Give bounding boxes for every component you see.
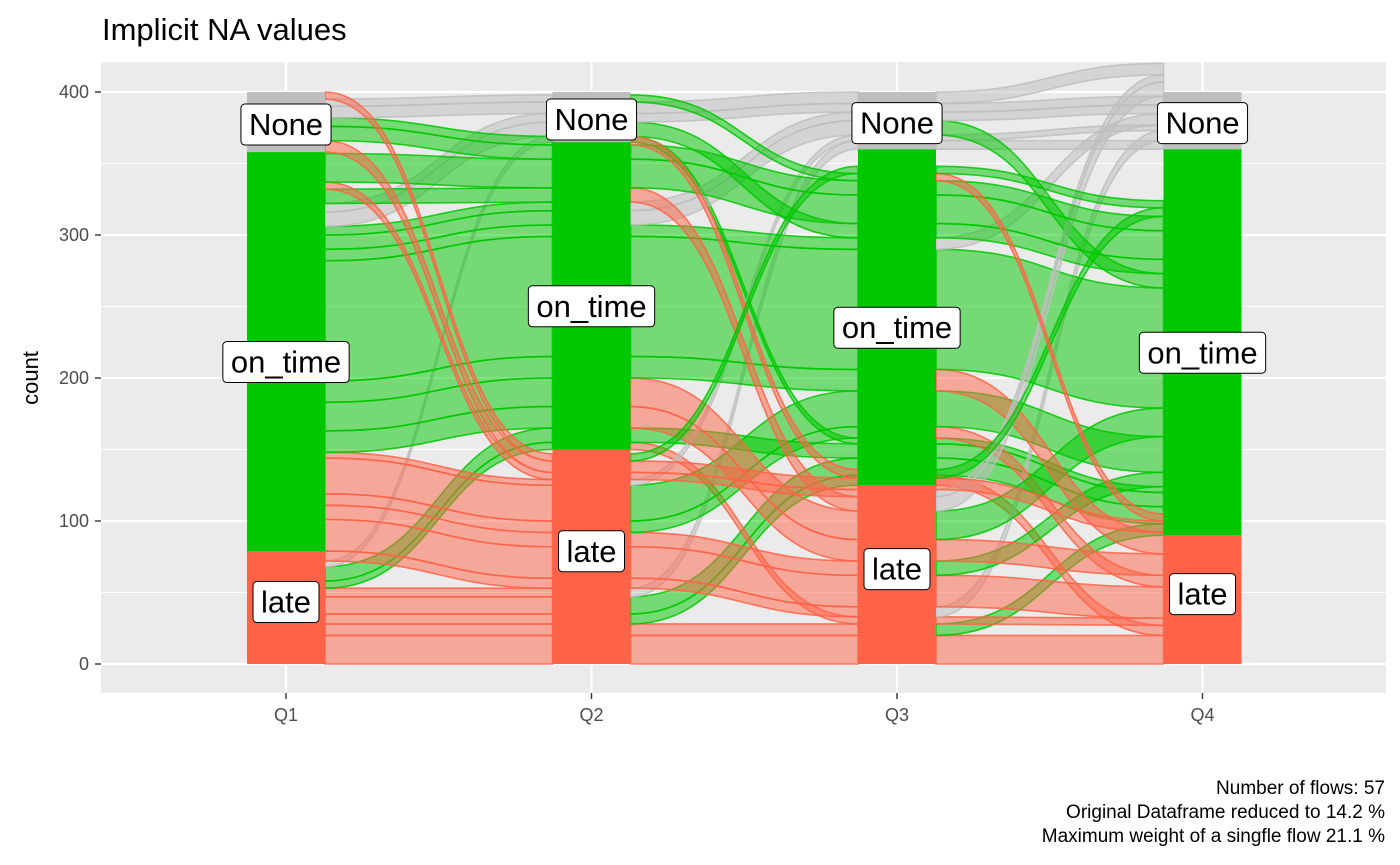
flow-ribbon (324, 587, 554, 598)
stratum-label: late (863, 548, 931, 591)
stratum-label: None (545, 98, 638, 141)
stratum-label-box (833, 306, 961, 349)
stratum-label-text: on_time (536, 289, 646, 324)
stratum-label: on_time (222, 341, 350, 384)
stratum-label-text: on_time (1147, 335, 1257, 370)
stratum-label-box (558, 530, 625, 573)
x-tick-label: Q3 (885, 705, 909, 725)
stratum-label-text: on_time (231, 345, 341, 380)
caption-line-reduced: Original Dataframe reduced to 14.2 % (1066, 802, 1385, 823)
stratum-label-box (240, 103, 332, 146)
y-axis-title: count (18, 351, 43, 405)
y-tick-label: 100 (59, 511, 89, 531)
y-tick-label: 300 (59, 225, 89, 245)
stratum-label: None (240, 103, 332, 146)
flow-ribbon (935, 74, 1165, 498)
stratum-label-box (1138, 331, 1267, 374)
flow-ribbon (935, 634, 1165, 665)
stratum-label-box (1156, 102, 1249, 145)
stratum-label-text: None (554, 102, 628, 137)
stratum-label-text: late (872, 552, 922, 587)
stratum-label-text: None (1165, 106, 1239, 141)
flow-ribbon (324, 623, 554, 637)
stratum-label: None (851, 102, 943, 145)
stratum-label-box (545, 98, 638, 141)
stratum-label: late (1169, 573, 1236, 616)
flow-ribbon (324, 595, 554, 615)
flow-ribbon (324, 613, 554, 625)
stratum-label-box (527, 285, 656, 328)
stratum-label-text: late (567, 534, 617, 569)
stratum-label-text: late (1178, 577, 1228, 612)
stratum-label-box (851, 102, 943, 145)
stratum-label-box (252, 581, 320, 624)
caption: Number of flows: 57 Original Dataframe r… (1042, 778, 1385, 847)
caption-line-flows: Number of flows: 57 (1216, 778, 1385, 799)
y-tick-label: 200 (59, 368, 89, 388)
stratum-label-box (1169, 573, 1236, 616)
stratum-label: late (558, 530, 625, 573)
y-tick-label: 400 (59, 82, 89, 102)
stratum-label-text: on_time (842, 310, 952, 345)
flow-ribbon (324, 634, 554, 665)
x-tick-label: Q4 (1190, 705, 1214, 725)
stratum-label: on_time (1138, 331, 1267, 374)
x-tick-label: Q1 (274, 705, 298, 725)
axes: 0 100 200 300 400 Q1 Q2 Q3 Q4 (59, 82, 1215, 725)
stratum-label-text: None (249, 107, 323, 142)
flow-ribbon (629, 634, 859, 665)
stratum-label: None (1156, 102, 1249, 145)
caption-line-max-weight: Maximum weight of a singfle flow 21.1 % (1042, 826, 1385, 847)
stratum-label: on_time (527, 285, 656, 328)
stratum-label-text: late (261, 585, 311, 620)
stratum-label-box (863, 548, 931, 591)
x-tick-label: Q2 (579, 705, 603, 725)
flow-layer (324, 62, 1165, 665)
stratum-label-box (222, 341, 350, 384)
stratum-label: late (252, 581, 320, 624)
stratum-label-text: None (860, 106, 934, 141)
chart-title: Implicit NA values (102, 12, 347, 47)
flow-ribbon (629, 623, 859, 637)
stratum-label: on_time (833, 306, 961, 349)
stratum-labels: late on_time None late on_time None late on_tim… (222, 98, 1267, 624)
y-tick-label: 0 (79, 654, 89, 674)
flow-ribbon (935, 62, 1165, 105)
